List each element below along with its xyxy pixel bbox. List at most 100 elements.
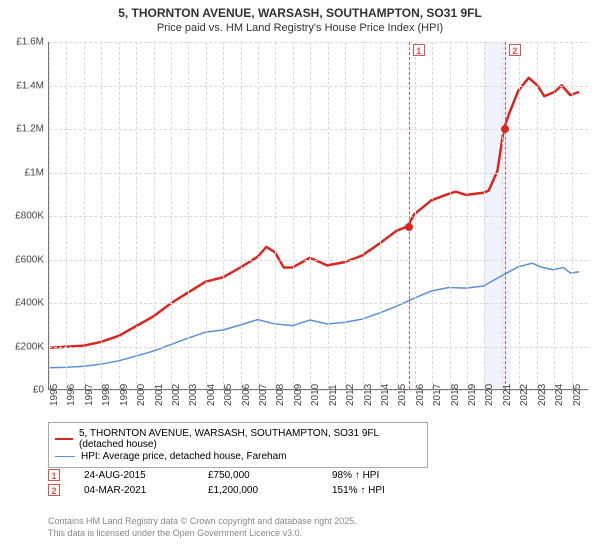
grid-line-x <box>119 42 120 389</box>
x-axis-label: 2005 <box>223 384 234 406</box>
grid-line-y <box>49 86 588 87</box>
x-axis-label: 2006 <box>241 384 252 406</box>
x-axis-label: 2023 <box>537 384 548 406</box>
grid-line-y <box>49 216 588 217</box>
grid-line-x <box>49 42 50 389</box>
x-axis-label: 2015 <box>397 384 408 406</box>
attribution-text: Contains HM Land Registry data © Crown c… <box>48 516 588 539</box>
grid-line-x <box>450 42 451 389</box>
x-axis-label: 2021 <box>502 384 513 406</box>
x-axis-label: 2010 <box>310 384 321 406</box>
x-axis-label: 1995 <box>49 384 60 406</box>
x-axis-label: 2019 <box>467 384 478 406</box>
sale-row: 1 24-AUG-2015 £750,000 98% ↑ HPI <box>48 469 588 481</box>
x-axis-label: 2014 <box>380 384 391 406</box>
grid-line-x <box>519 42 520 389</box>
sale-point <box>501 125 509 133</box>
grid-line-x <box>84 42 85 389</box>
sale-badge: 2 <box>48 484 60 496</box>
event-line <box>409 42 410 389</box>
grid-line-x <box>380 42 381 389</box>
x-axis-label: 2020 <box>484 384 495 406</box>
y-axis-label: £1M <box>0 167 48 178</box>
sales-table: 1 24-AUG-2015 £750,000 98% ↑ HPI 2 04-MAR-202… <box>48 466 588 499</box>
x-axis-label: 2000 <box>136 384 147 406</box>
grid-line-x <box>415 42 416 389</box>
grid-line-x <box>101 42 102 389</box>
x-axis-label: 1999 <box>119 384 130 406</box>
grid-line-x <box>328 42 329 389</box>
grid-line-x <box>206 42 207 389</box>
legend-label: HPI: Average price, detached house, Fare… <box>81 451 287 462</box>
grid-line-x <box>397 42 398 389</box>
attribution-line2: This data is licensed under the Open Gov… <box>48 528 588 540</box>
legend-swatch <box>55 438 73 440</box>
grid-line-x <box>537 42 538 389</box>
sale-price: £1,200,000 <box>208 485 308 496</box>
event-marker: 2 <box>509 44 521 56</box>
grid-line-y <box>49 260 588 261</box>
grid-line-x <box>275 42 276 389</box>
title-area: 5, THORNTON AVENUE, WARSASH, SOUTHAMPTON… <box>0 0 600 34</box>
y-axis-label: £400K <box>0 298 48 309</box>
legend-swatch <box>55 456 75 457</box>
grid-line-x <box>345 42 346 389</box>
grid-line-x <box>258 42 259 389</box>
x-axis-label: 2008 <box>275 384 286 406</box>
grid-line-x <box>66 42 67 389</box>
x-axis-label: 2016 <box>415 384 426 406</box>
y-axis-label: £600K <box>0 254 48 265</box>
sale-date: 04-MAR-2021 <box>84 485 184 496</box>
legend-row: HPI: Average price, detached house, Fare… <box>55 451 421 462</box>
x-axis-label: 2003 <box>188 384 199 406</box>
grid-line-x <box>363 42 364 389</box>
x-axis-label: 2001 <box>154 384 165 406</box>
x-axis-label: 2011 <box>328 384 339 406</box>
grid-line-x <box>154 42 155 389</box>
x-axis-label: 1997 <box>84 384 95 406</box>
grid-line-y <box>49 42 588 43</box>
y-axis-label: £1.6M <box>0 37 48 48</box>
y-axis-label: £800K <box>0 211 48 222</box>
sale-badge: 1 <box>48 469 60 481</box>
series-line-price_paid <box>49 78 579 348</box>
grid-line-x <box>241 42 242 389</box>
x-axis-label: 2004 <box>206 384 217 406</box>
grid-line-x <box>502 42 503 389</box>
x-axis-label: 2012 <box>345 384 356 406</box>
grid-line-x <box>293 42 294 389</box>
sale-date: 24-AUG-2015 <box>84 470 184 481</box>
sale-row: 2 04-MAR-2021 £1,200,000 151% ↑ HPI <box>48 484 588 496</box>
grid-line-y <box>49 347 588 348</box>
x-axis-label: 2007 <box>258 384 269 406</box>
sale-delta: 98% ↑ HPI <box>332 470 432 481</box>
x-axis-label: 2025 <box>572 384 583 406</box>
x-axis-label: 2002 <box>171 384 182 406</box>
sale-delta: 151% ↑ HPI <box>332 485 432 496</box>
chart-subtitle: Price paid vs. HM Land Registry's House … <box>0 22 600 34</box>
x-axis-label: 1998 <box>101 384 112 406</box>
grid-line-x <box>188 42 189 389</box>
grid-line-x <box>223 42 224 389</box>
chart-container: 5, THORNTON AVENUE, WARSASH, SOUTHAMPTON… <box>0 0 600 560</box>
x-axis-label: 2009 <box>293 384 304 406</box>
grid-line-x <box>484 42 485 389</box>
grid-line-x <box>432 42 433 389</box>
y-axis-label: £1.4M <box>0 80 48 91</box>
series-line-hpi <box>49 263 579 368</box>
y-axis-label: £200K <box>0 341 48 352</box>
chart-title: 5, THORNTON AVENUE, WARSASH, SOUTHAMPTON… <box>0 6 600 20</box>
legend-label: 5, THORNTON AVENUE, WARSASH, SOUTHAMPTON… <box>79 428 421 450</box>
grid-line-y <box>49 173 588 174</box>
grid-line-x <box>310 42 311 389</box>
sale-point <box>405 223 413 231</box>
legend-row: 5, THORNTON AVENUE, WARSASH, SOUTHAMPTON… <box>55 428 421 450</box>
grid-line-x <box>171 42 172 389</box>
grid-line-x <box>467 42 468 389</box>
y-axis-label: £0 <box>0 385 48 396</box>
grid-line-x <box>136 42 137 389</box>
event-line <box>505 42 506 389</box>
y-axis-label: £1.2M <box>0 124 48 135</box>
sale-price: £750,000 <box>208 470 308 481</box>
x-axis-label: 2024 <box>554 384 565 406</box>
